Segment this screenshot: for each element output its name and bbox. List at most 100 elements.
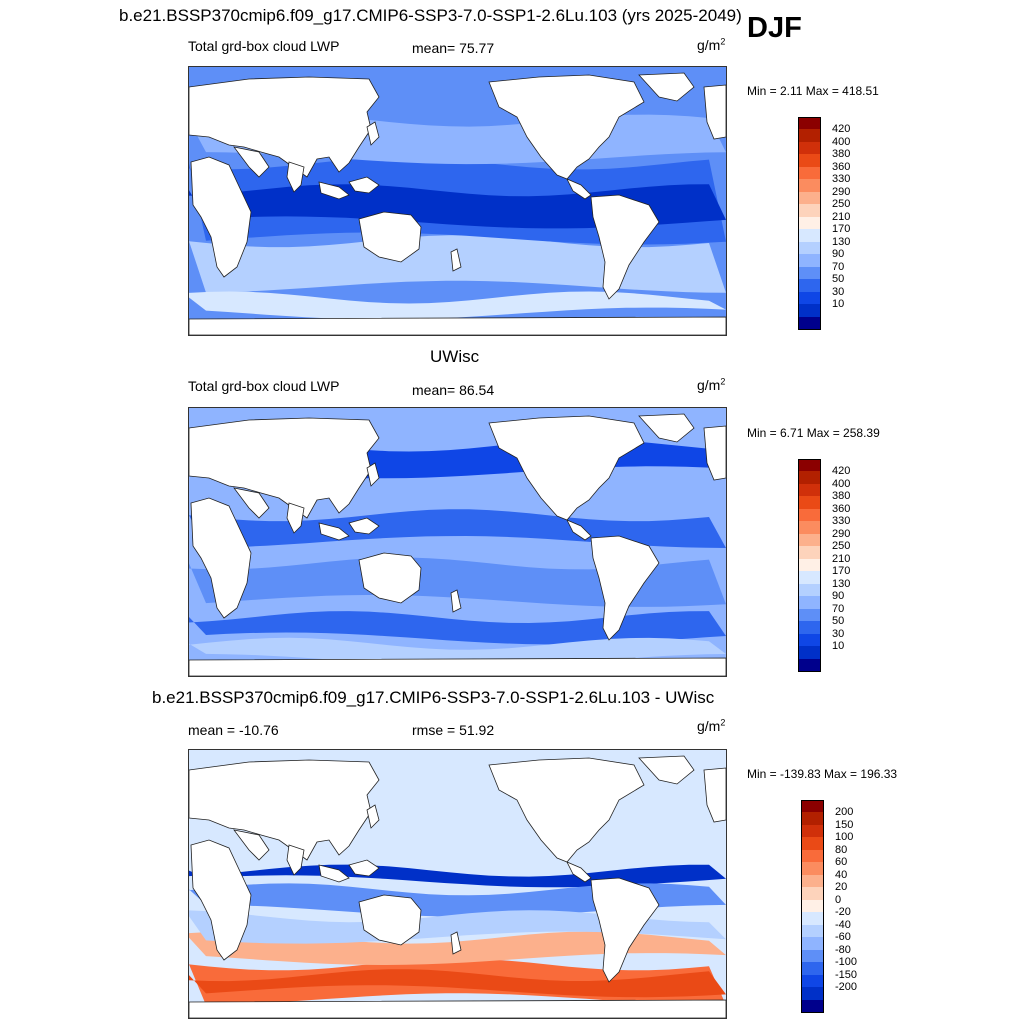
lwp-colorbar-swatch (798, 241, 821, 255)
lwp-colorbar-swatch (798, 596, 821, 610)
diff-colorbar-swatch (801, 837, 824, 851)
lwp-colorbar-swatch (798, 471, 821, 485)
lwp-colorbar-swatch (798, 266, 821, 280)
panel2-land-outline (358, 552, 422, 604)
lwp-colorbar-swatch (798, 179, 821, 193)
panel2-title: UWisc (430, 347, 480, 366)
panel3-land-outline (286, 844, 305, 876)
panel3-land-outline (189, 759, 380, 861)
panel3-land-outline (638, 755, 695, 785)
panel3-land-outline (366, 804, 380, 829)
lwp-colorbar-tick-label: 400 (832, 477, 851, 490)
diff-colorbar-tick-label: -100 (835, 956, 858, 969)
panel1-land-outline (638, 72, 695, 102)
diff-colorbar-tick-label: -80 (835, 943, 851, 956)
lwp-colorbar-tick-label: 380 (832, 148, 851, 161)
lwp-colorbar-tick-label: 130 (832, 577, 851, 590)
panel3-land-outline (318, 864, 350, 883)
diff-colorbar-swatch (801, 912, 824, 926)
diff-colorbar-swatch (801, 937, 824, 951)
diff-colorbar-swatch (801, 974, 824, 988)
panel1-land-outline (286, 161, 305, 193)
panel2-land-outline (703, 425, 726, 481)
panel2-variable-label: Total grd-box cloud LWP (188, 378, 340, 394)
panel1-land-outline (233, 146, 270, 178)
lwp-colorbar-tick-label: 360 (832, 502, 851, 515)
lwp-colorbar-swatch (798, 546, 821, 560)
lwp-colorbar-tick-label: 400 (832, 135, 851, 148)
panel2-land-outline (318, 522, 350, 541)
panel1-field-band (189, 184, 726, 229)
lwp-colorbar-tick-label: 170 (832, 565, 851, 578)
lwp-colorbar-swatch (798, 141, 821, 155)
diff-colorbar-swatch (801, 812, 824, 826)
panel3-field-band (189, 883, 726, 917)
lwp-colorbar-swatch (798, 459, 821, 473)
panel1-land-outline (348, 176, 380, 194)
panel1-land-outline (189, 76, 380, 178)
lwp-colorbar-tick-label: 50 (832, 615, 845, 628)
lwp-colorbar-swatch (798, 316, 821, 331)
lwp-colorbar-swatch (798, 633, 821, 647)
lwp-colorbar-tick-label: 360 (832, 160, 851, 173)
lwp-colorbar-tick-label: 250 (832, 540, 851, 553)
panel1-field-band (189, 291, 726, 320)
panel3-field-band (189, 910, 726, 944)
lwp-colorbar-swatch (798, 166, 821, 180)
panel1-map (188, 66, 727, 336)
lwp-colorbar-tick-label: 30 (832, 627, 845, 640)
diff-colorbar-tick-label: 0 (835, 893, 842, 906)
panel1-land-outline (189, 316, 726, 335)
panel3-colorbar: 200 150 100 80 60 40 20 0 -20 -40 -60 -80 -100 -150 -2… (801, 800, 881, 1014)
diff-colorbar-swatch (801, 800, 824, 814)
panel3-land-outline (450, 931, 462, 955)
diff-colorbar-tick-label: -40 (835, 918, 851, 931)
lwp-colorbar-tick-label: 130 (832, 235, 851, 248)
lwp-colorbar-swatch (798, 216, 821, 230)
panel1-land-outline (318, 181, 350, 200)
season-label: DJF (747, 12, 802, 44)
lwp-colorbar-swatch (798, 279, 821, 293)
panel1-variable-label: Total grd-box cloud LWP (188, 38, 340, 54)
lwp-colorbar-swatch (798, 571, 821, 585)
panel1-land-outline (703, 84, 726, 140)
lwp-colorbar-tick-label: 330 (832, 173, 851, 186)
lwp-colorbar-tick-label: 30 (832, 285, 845, 298)
lwp-colorbar-tick-label: 290 (832, 185, 851, 198)
panel1-land-outline (566, 178, 592, 200)
panel2-map (188, 407, 727, 677)
lwp-colorbar-swatch (798, 483, 821, 497)
diff-colorbar-swatch (801, 874, 824, 888)
lwp-colorbar-swatch (798, 658, 821, 673)
panel3-title: b.e21.BSSP370cmip6.f09_g17.CMIP6-SSP3-7.… (152, 688, 715, 707)
panel3-map (188, 749, 727, 1019)
diff-colorbar-tick-label: 20 (835, 881, 848, 894)
lwp-colorbar-tick-label: 70 (832, 602, 845, 615)
lwp-colorbar-swatch (798, 117, 821, 131)
lwp-colorbar-swatch (798, 154, 821, 168)
panel3-minmax: Min = -139.83 Max = 196.33 (747, 767, 898, 781)
lwp-colorbar-swatch (798, 291, 821, 305)
panel1-mean-label: mean= 75.77 (412, 40, 495, 56)
panel2-land-outline (189, 657, 726, 676)
diff-colorbar-tick-label: 80 (835, 843, 848, 856)
panel3-mean-label: mean = -10.76 (188, 722, 279, 738)
panel2-field-band (189, 611, 726, 645)
lwp-colorbar-tick-label: 170 (832, 223, 851, 236)
panel2-land-outline (590, 535, 660, 641)
panel2-land-outline (233, 487, 270, 519)
lwp-colorbar-swatch (798, 521, 821, 535)
lwp-colorbar-tick-label: 210 (832, 552, 851, 565)
panel1-minmax: Min = 2.11 Max = 418.51 (747, 84, 879, 98)
panel3-land-outline (233, 829, 270, 861)
lwp-colorbar-tick-label: 210 (832, 210, 851, 223)
panel3-land-outline (348, 859, 380, 877)
lwp-colorbar-swatch (798, 558, 821, 572)
diff-colorbar-swatch (801, 899, 824, 913)
panel2-minmax: Min = 6.71 Max = 258.39 (747, 426, 880, 440)
diff-colorbar-tick-label: 200 (835, 806, 854, 819)
panel3-land-outline (190, 839, 252, 961)
diff-colorbar-tick-label: 150 (835, 818, 854, 831)
panel2-land-outline (488, 415, 645, 521)
panel3-land-outline (590, 877, 660, 983)
